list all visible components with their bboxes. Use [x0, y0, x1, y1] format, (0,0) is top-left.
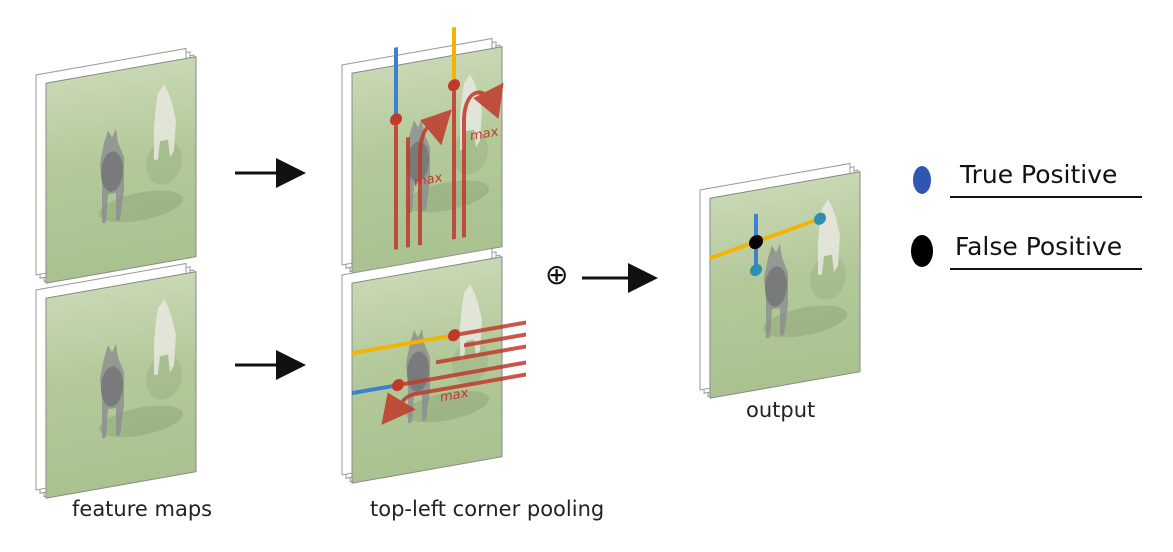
max-label-right: max	[470, 124, 499, 144]
max-label-left: max	[414, 170, 443, 190]
pooling-caption: top-left corner pooling	[370, 497, 605, 521]
true-positive-dot-icon	[913, 166, 931, 194]
output-true-positive-dot-bottom	[750, 263, 762, 277]
feature-map-stack-top	[35, 47, 197, 284]
feature-map-stack-bottom	[35, 262, 197, 499]
red-path-right	[452, 84, 496, 240]
output-true-positive-dot-right	[814, 212, 826, 225]
feature-maps-caption: feature maps	[72, 497, 213, 521]
pooling-stack-top: max max	[341, 26, 502, 274]
true-positive-label: True Positive	[960, 160, 1118, 189]
true-positive-underline	[950, 196, 1142, 198]
red-path-left	[394, 118, 440, 250]
pooling-stack-bottom: max	[341, 247, 526, 484]
red-path-upper	[436, 320, 526, 365]
output-yellow-line	[709, 216, 821, 261]
yellow-horizontal-line	[352, 333, 454, 356]
max-label-bottom: max	[440, 386, 469, 406]
output-caption: output	[746, 398, 816, 422]
red-path-lower	[402, 360, 526, 410]
false-positive-underline	[950, 268, 1142, 270]
sum-operator: ⊕	[545, 258, 569, 291]
output-false-positive-dot	[749, 234, 763, 250]
false-positive-dot-icon	[911, 235, 933, 267]
false-positive-label: False Positive	[955, 232, 1123, 261]
output-stack	[699, 162, 861, 399]
